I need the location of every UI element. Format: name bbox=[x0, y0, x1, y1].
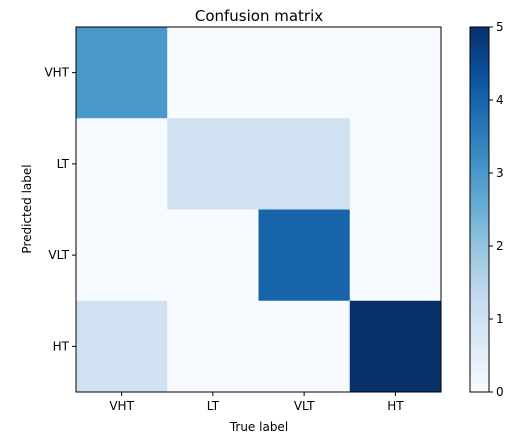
heatmap-cell bbox=[258, 209, 351, 302]
y-axis-ticks: VHT LT VLT HT bbox=[44, 66, 76, 353]
y-tick-label: VHT bbox=[44, 66, 69, 80]
heatmap-cell bbox=[349, 27, 442, 119]
y-tick-label: VLT bbox=[48, 248, 69, 262]
heatmap-cell bbox=[76, 118, 168, 210]
y-axis-label: Predicted label bbox=[20, 164, 34, 253]
colorbar bbox=[469, 26, 490, 393]
colorbar-ticks: 0 1 2 3 4 5 bbox=[489, 20, 504, 399]
chart-title: Confusion matrix bbox=[195, 7, 323, 25]
heatmap-cell bbox=[349, 300, 442, 393]
heatmap-cell bbox=[167, 118, 259, 210]
colorbar-tick-label: 2 bbox=[496, 239, 504, 253]
heatmap-cell bbox=[258, 300, 351, 393]
heatmap-cell bbox=[349, 118, 442, 210]
colorbar-tick-label: 5 bbox=[496, 20, 504, 34]
colorbar-tick-label: 0 bbox=[496, 385, 504, 399]
heatmap-cell bbox=[349, 209, 442, 302]
colorbar-tick-label: 1 bbox=[496, 312, 504, 326]
colorbar-tick-label: 3 bbox=[496, 166, 504, 180]
x-tick-label: VLT bbox=[294, 399, 315, 413]
x-axis-ticks: VHT LT VLT HT bbox=[109, 392, 404, 413]
heatmap-cell bbox=[76, 27, 168, 119]
heatmap-cell bbox=[258, 118, 351, 210]
heatmap-cell bbox=[167, 300, 259, 393]
heatmap-cell bbox=[167, 209, 259, 302]
x-axis-label: True label bbox=[229, 420, 288, 434]
heatmap-cells bbox=[76, 27, 442, 393]
heatmap-cell bbox=[76, 209, 168, 302]
x-tick-label: LT bbox=[207, 399, 220, 413]
x-tick-label: VHT bbox=[109, 399, 134, 413]
heatmap-cell bbox=[258, 27, 351, 119]
y-tick-label: HT bbox=[53, 339, 70, 353]
heatmap-cell bbox=[167, 27, 259, 119]
x-tick-label: HT bbox=[387, 399, 404, 413]
y-tick-label: LT bbox=[57, 157, 70, 171]
colorbar-tick-label: 4 bbox=[496, 93, 504, 107]
heatmap-cell bbox=[76, 300, 168, 393]
plot-frame bbox=[75, 26, 442, 393]
